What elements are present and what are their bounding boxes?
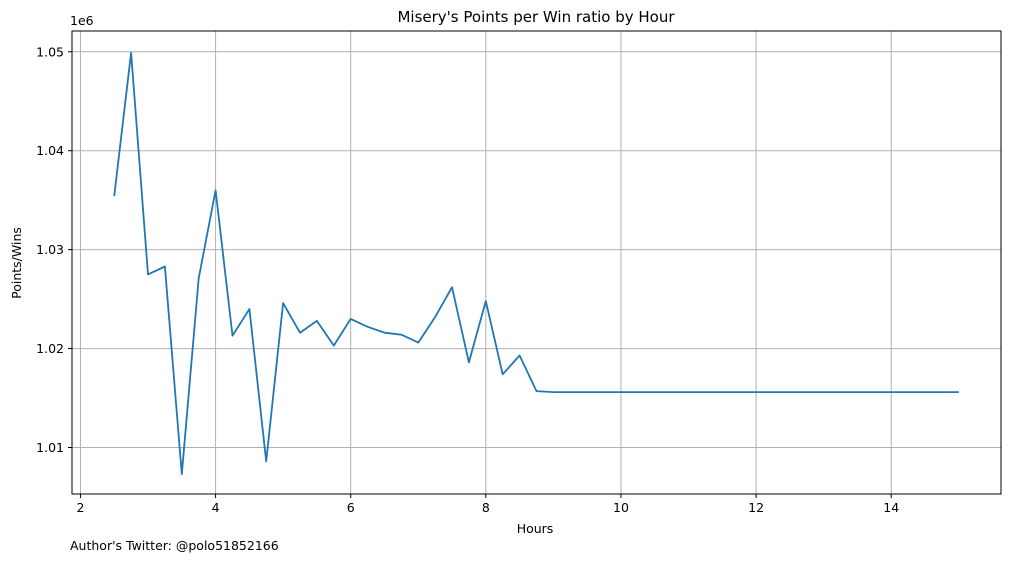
- y-tick-label: 1.01: [36, 440, 64, 455]
- y-tick-label: 1.05: [36, 44, 64, 59]
- plot-frame: [71, 30, 1002, 495]
- x-tick-label: 8: [482, 500, 490, 515]
- x-tick-label: 12: [748, 500, 764, 515]
- chart-title: Misery's Points per Win ratio by Hour: [397, 8, 675, 26]
- x-axis-label: Hours: [517, 521, 554, 536]
- x-tick-label: 2: [76, 500, 84, 515]
- axis-ticks: 2 4 6 8 10 12 14 1.01 1.02 1.03 1.04 1.05: [36, 44, 899, 515]
- y-offset-label: 1e6: [70, 13, 94, 28]
- x-tick-label: 14: [883, 500, 899, 515]
- y-tick-label: 1.02: [36, 341, 64, 356]
- author-footer: Author's Twitter: @polo51852166: [70, 538, 279, 553]
- y-axis-label: Points/Wins: [9, 227, 24, 299]
- x-tick-label: 4: [212, 500, 220, 515]
- y-tick-label: 1.04: [36, 143, 64, 158]
- x-tick-label: 6: [347, 500, 355, 515]
- y-tick-label: 1.03: [36, 242, 64, 257]
- grid: [72, 31, 1001, 494]
- x-tick-label: 10: [613, 500, 629, 515]
- series-line: [113, 51, 959, 476]
